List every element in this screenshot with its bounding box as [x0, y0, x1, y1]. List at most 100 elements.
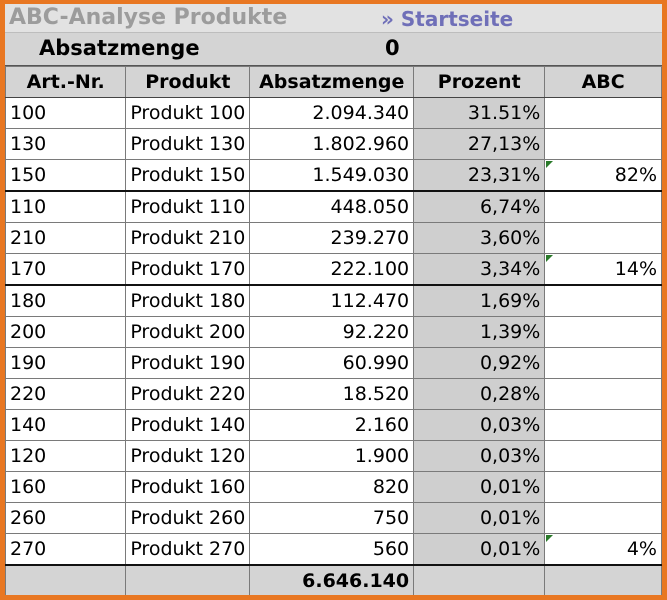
- cell-absatzmenge[interactable]: 92.220: [249, 316, 415, 348]
- cell-prozent[interactable]: 27,13%: [413, 128, 546, 160]
- summary-row: Absatzmenge 0: [5, 33, 662, 66]
- table-row: 180 Produkt 180 112.470 1,69%: [5, 284, 662, 317]
- col-header-art-nr[interactable]: Art.-Nr.: [5, 66, 127, 98]
- cell-absatzmenge[interactable]: 750: [249, 502, 415, 534]
- cell-produkt[interactable]: Produkt 100: [125, 97, 251, 129]
- cell-absatzmenge[interactable]: 222.100: [249, 253, 415, 286]
- cell-art-nr[interactable]: 100: [5, 97, 127, 129]
- table-row: 260 Produkt 260 750 0,01%: [5, 502, 662, 534]
- table-row: 210 Produkt 210 239.270 3,60%: [5, 222, 662, 254]
- cell-produkt[interactable]: Produkt 180: [125, 284, 251, 317]
- cell-produkt[interactable]: Produkt 170: [125, 253, 251, 286]
- col-header-produkt[interactable]: Produkt: [125, 66, 251, 98]
- cell-absatzmenge[interactable]: 1.802.960: [249, 128, 415, 160]
- cell-absatzmenge[interactable]: 1.900: [249, 440, 415, 472]
- cell-art-nr[interactable]: 180: [5, 284, 127, 317]
- title-bar: ABC-Analyse Produkte » Startseite: [5, 4, 662, 33]
- cell-prozent[interactable]: 0,03%: [413, 409, 546, 441]
- abc-table: Art.-Nr. Produkt Absatzmenge Prozent ABC…: [5, 66, 662, 595]
- comment-indicator-icon: [545, 160, 553, 168]
- cell-produkt[interactable]: Produkt 140: [125, 409, 251, 441]
- cell-prozent[interactable]: 0,92%: [413, 347, 546, 379]
- cell-abc[interactable]: [544, 471, 662, 503]
- total-empty-cell[interactable]: [544, 564, 662, 595]
- cell-abc[interactable]: [544, 222, 662, 254]
- cell-art-nr[interactable]: 170: [5, 253, 127, 286]
- cell-produkt[interactable]: Produkt 120: [125, 440, 251, 472]
- cell-produkt[interactable]: Produkt 210: [125, 222, 251, 254]
- cell-prozent[interactable]: 0,01%: [413, 471, 546, 503]
- cell-art-nr[interactable]: 270: [5, 533, 127, 566]
- header-row: Art.-Nr. Produkt Absatzmenge Prozent ABC: [5, 66, 662, 98]
- cell-abc[interactable]: 82%: [544, 159, 662, 192]
- cell-abc[interactable]: [544, 502, 662, 534]
- cell-prozent[interactable]: 0,01%: [413, 533, 546, 566]
- cell-prozent[interactable]: 31.51%: [413, 97, 546, 129]
- cell-art-nr[interactable]: 190: [5, 347, 127, 379]
- cell-abc[interactable]: [544, 440, 662, 472]
- cell-abc[interactable]: [544, 409, 662, 441]
- cell-art-nr[interactable]: 220: [5, 378, 127, 410]
- cell-produkt[interactable]: Produkt 260: [125, 502, 251, 534]
- total-empty-cell[interactable]: [125, 564, 251, 595]
- cell-absatzmenge[interactable]: 820: [249, 471, 415, 503]
- cell-abc[interactable]: [544, 347, 662, 379]
- cell-absatzmenge[interactable]: 2.094.340: [249, 97, 415, 129]
- cell-abc[interactable]: [544, 97, 662, 129]
- cell-prozent[interactable]: 1,69%: [413, 284, 546, 317]
- startseite-link[interactable]: » Startseite: [381, 7, 514, 31]
- cell-prozent[interactable]: 23,31%: [413, 159, 546, 192]
- cell-absatzmenge[interactable]: 1.549.030: [249, 159, 415, 192]
- cell-produkt[interactable]: Produkt 200: [125, 316, 251, 348]
- cell-art-nr[interactable]: 260: [5, 502, 127, 534]
- cell-abc[interactable]: [544, 284, 662, 317]
- cell-abc[interactable]: [544, 378, 662, 410]
- cell-absatzmenge[interactable]: 448.050: [249, 190, 415, 223]
- cell-produkt[interactable]: Produkt 220: [125, 378, 251, 410]
- col-header-prozent[interactable]: Prozent: [413, 66, 546, 98]
- summary-value[interactable]: 0: [385, 36, 400, 60]
- table-row: 150 Produkt 150 1.549.030 23,31% 82%: [5, 159, 662, 192]
- cell-prozent[interactable]: 6,74%: [413, 190, 546, 223]
- cell-abc[interactable]: [544, 128, 662, 160]
- cell-prozent[interactable]: 1,39%: [413, 316, 546, 348]
- cell-produkt[interactable]: Produkt 160: [125, 471, 251, 503]
- spreadsheet-frame: ABC-Analyse Produkte » Startseite Absatz…: [5, 4, 662, 595]
- cell-produkt[interactable]: Produkt 150: [125, 159, 251, 192]
- cell-art-nr[interactable]: 120: [5, 440, 127, 472]
- cell-abc[interactable]: [544, 316, 662, 348]
- cell-abc[interactable]: [544, 190, 662, 223]
- cell-produkt[interactable]: Produkt 110: [125, 190, 251, 223]
- page-title: ABC-Analyse Produkte: [9, 5, 288, 30]
- cell-art-nr[interactable]: 200: [5, 316, 127, 348]
- cell-absatzmenge[interactable]: 18.520: [249, 378, 415, 410]
- cell-prozent[interactable]: 3,34%: [413, 253, 546, 286]
- cell-prozent[interactable]: 3,60%: [413, 222, 546, 254]
- cell-art-nr[interactable]: 140: [5, 409, 127, 441]
- cell-absatzmenge[interactable]: 112.470: [249, 284, 415, 317]
- table-row: 120 Produkt 120 1.900 0,03%: [5, 440, 662, 472]
- total-empty-cell[interactable]: [5, 564, 127, 595]
- total-empty-cell[interactable]: [413, 564, 546, 595]
- cell-prozent[interactable]: 0,01%: [413, 502, 546, 534]
- cell-absatzmenge[interactable]: 560: [249, 533, 415, 566]
- cell-produkt[interactable]: Produkt 190: [125, 347, 251, 379]
- cell-prozent[interactable]: 0,28%: [413, 378, 546, 410]
- cell-art-nr[interactable]: 130: [5, 128, 127, 160]
- cell-absatzmenge[interactable]: 2.160: [249, 409, 415, 441]
- cell-abc[interactable]: 14%: [544, 253, 662, 286]
- col-header-abc[interactable]: ABC: [544, 66, 662, 98]
- cell-art-nr[interactable]: 110: [5, 190, 127, 223]
- cell-absatzmenge[interactable]: 60.990: [249, 347, 415, 379]
- cell-abc[interactable]: 4%: [544, 533, 662, 566]
- cell-absatzmenge[interactable]: 239.270: [249, 222, 415, 254]
- cell-prozent[interactable]: 0,03%: [413, 440, 546, 472]
- cell-produkt[interactable]: Produkt 270: [125, 533, 251, 566]
- cell-art-nr[interactable]: 150: [5, 159, 127, 192]
- cell-art-nr[interactable]: 210: [5, 222, 127, 254]
- cell-produkt[interactable]: Produkt 130: [125, 128, 251, 160]
- table-row: 130 Produkt 130 1.802.960 27,13%: [5, 128, 662, 160]
- col-header-absatzmenge[interactable]: Absatzmenge: [249, 66, 415, 98]
- cell-art-nr[interactable]: 160: [5, 471, 127, 503]
- total-absatzmenge[interactable]: 6.646.140: [249, 564, 415, 595]
